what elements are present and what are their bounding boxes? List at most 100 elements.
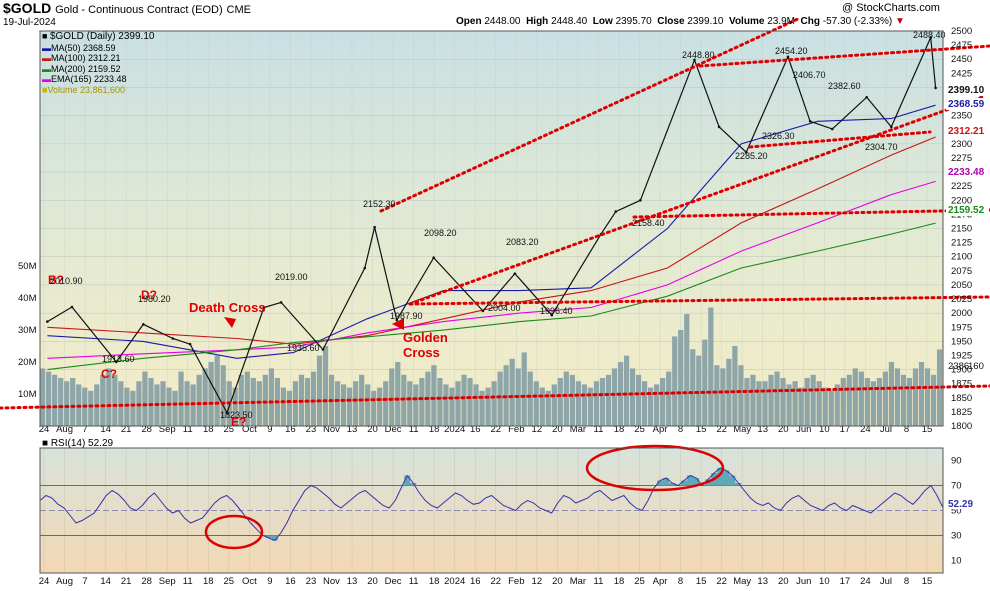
volume-bar [100,374,106,426]
price-tick-label: 2500 [951,26,972,37]
rsi-tick-label: 30 [951,531,962,542]
x-tick-label: Apr [653,424,668,435]
volume-bar [732,346,738,426]
price-tick-label: 1800 [951,421,972,432]
price-tick-label: 2425 [951,68,972,79]
volume-bar [545,390,551,426]
price-point [786,55,790,59]
x-tick-label: 17 [840,424,851,435]
volume-bar [551,384,557,426]
price-point-label: 2454.20 [775,46,808,56]
volume-bar [214,355,220,426]
death-cross-arrow-icon [224,317,236,328]
price-point [693,58,696,62]
volume-bar [310,371,317,426]
chg-value: -57.30 (-2.33%) [822,16,893,27]
price-point [432,256,435,260]
volume-bar [864,378,870,426]
volume-bar [882,371,889,426]
x-tick-label-bottom: 24 [860,576,871,587]
x-tick-label-bottom: 20 [778,576,789,587]
volume-bar [118,381,124,426]
volume-bar [389,368,395,426]
price-point [481,309,485,313]
watermark[interactable]: @ StockCharts.com [842,2,940,14]
rsi-value-label: 52.29 [948,499,973,510]
x-tick-label-bottom: Nov [323,576,340,587]
ma-line-ma200 [47,222,936,371]
volume-bar [467,378,473,426]
volume-bar [852,368,858,426]
x-tick-label-bottom: 18 [203,576,214,587]
rsi-series [39,444,944,550]
x-tick-label: Nov [323,424,340,435]
x-tick-label-bottom: 22 [490,576,501,587]
x-tick-label: 8 [904,424,909,435]
volume-bar [744,378,750,426]
volume-bar [232,387,238,426]
price-point-label: 1823.50 [220,410,253,420]
chart-date: 19-Jul-2024 [3,17,56,28]
x-tick-label-bottom: 15 [696,576,707,587]
volume-bar [714,365,720,426]
rsi-overbought-highlight [585,444,725,492]
volume-tick-label: 10M [18,389,37,400]
volume-bar [142,371,148,426]
price-point [363,266,367,270]
volume-bar [930,374,937,426]
price-point-label: 1987.90 [390,311,423,321]
volume-bar [407,381,413,426]
golden-cross-label-2: Cross [403,345,440,360]
legend-title: ■ $GOLD (Daily) 2399.10 [42,31,154,43]
rsi-title: ■ RSI(14) 52.29 [42,438,113,449]
golden-cross-label: Golden [403,330,448,345]
volume-bar [738,365,744,426]
legend-item: ▬MA(100) 2312.21 [42,53,121,64]
volume-bar [124,387,130,426]
volume-bar [497,371,503,426]
volume-bar [569,374,575,426]
high-label: High [526,16,549,27]
price-tick-label: 2450 [951,54,972,65]
x-tick-label-bottom: 2024 [444,576,465,587]
volume-bar [40,368,46,426]
legend-volume: Volume 23,861,600 [47,84,126,95]
volume-bar [672,336,678,426]
x-tick-label-bottom: 25 [224,576,235,587]
rsi-tick-label: 10 [951,556,962,567]
trend-lines [0,16,990,410]
price-point [934,86,937,90]
symbol-title: $GOLD Gold - Continuous Contract (EOD) C… [3,0,251,16]
rsi-line [39,467,944,542]
x-tick-label: 18 [429,424,440,435]
price-tick-label: 2125 [951,238,972,249]
x-tick-label: 18 [614,424,625,435]
high-value: 2448.40 [551,16,588,27]
x-tick-label: 20 [778,424,789,435]
ma200-value-label-box [946,204,989,216]
x-tick-label-bottom: 11 [594,576,604,587]
price-tick-label: 2475 [951,40,972,51]
volume-bar [443,384,449,426]
ma200-value-label: 2159.52 [948,205,985,216]
price-panel-border [39,30,944,427]
close-value-label-box [946,84,989,96]
volume-bar [365,384,371,426]
x-tick-label-bottom: 9 [267,576,272,587]
volume-bar [810,374,816,426]
price-point [929,36,932,39]
x-tick-label: 2024 [444,424,465,435]
ema165-value-label: 2233.48 [948,167,985,178]
price-point [321,348,325,351]
x-tick-label-bottom: 17 [840,576,851,587]
volume-bar [918,362,925,426]
open-label: Open [456,16,482,27]
volume-bar [894,368,901,426]
legend-item: ▬EMA(165) 2233.48 [42,74,127,85]
price-point-label: 2285.20 [735,151,768,161]
price-point-label: 2019.00 [275,272,308,282]
x-tick-label-bottom: 16 [285,576,296,587]
volume-bar [322,346,329,426]
volume-bar [419,378,425,426]
rsi-tick-label: 70 [951,481,962,492]
